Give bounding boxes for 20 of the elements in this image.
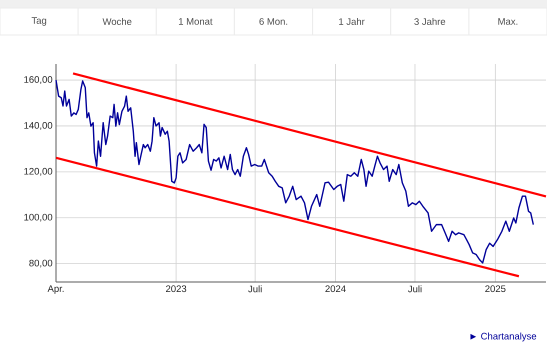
x-tick-label: 2025 [485,285,506,292]
y-tick-label: 80,00 [29,260,52,268]
text: Woche [102,18,132,25]
text: 6 Mon. [259,18,288,25]
text: ► Chartanalyse [470,332,536,342]
text: 1 Jahr [339,18,365,25]
x-tick-label: Juli [248,285,262,292]
text: Max. [498,18,518,25]
y-tick-label: 160,00 [24,76,52,84]
x-tick-label: Juli [408,285,422,292]
x-tick-label: 2024 [325,285,346,292]
y-tick-label: 140,00 [24,122,52,130]
y-tick-label: 120,00 [24,168,52,176]
y-tick-label: 100,00 [24,214,52,222]
text: 1 Monat [178,18,212,25]
x-tick-label: Apr. [48,285,64,294]
text: 3 Jahre [414,18,446,25]
x-tick-label: 2023 [166,285,186,292]
text: Tag [32,17,46,26]
line-series [55,79,534,264]
